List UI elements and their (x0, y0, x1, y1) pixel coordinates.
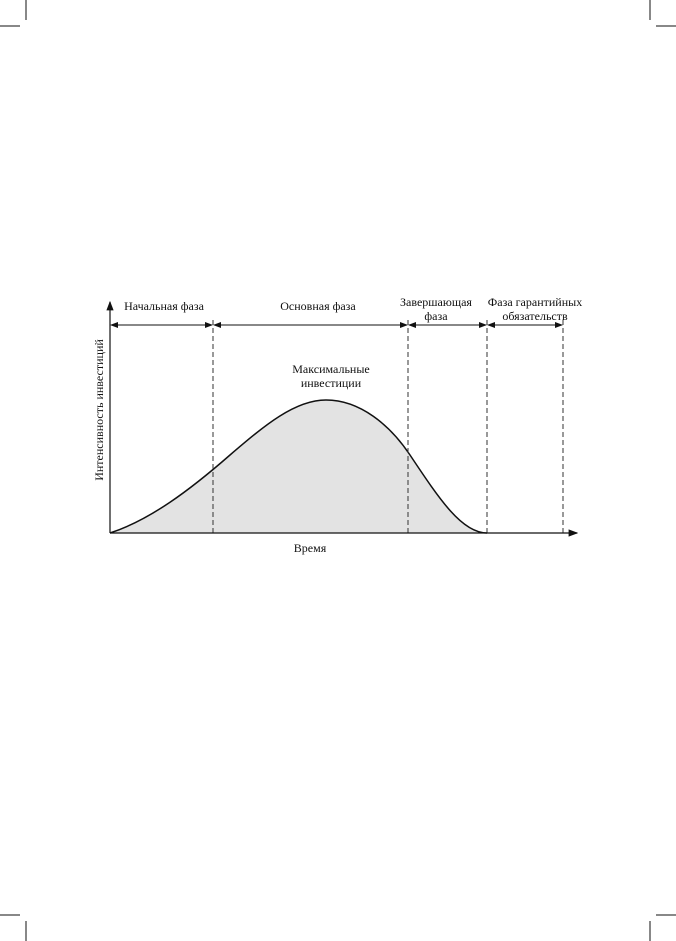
y-axis-label: Интенсивность инвестиций (92, 339, 106, 481)
phase-label: обязательств (502, 309, 568, 323)
investment-curve (109, 399, 488, 534)
peak-label: Максимальные (292, 362, 370, 376)
phase-label: фаза (424, 309, 448, 323)
phase-label: Фаза гарантийных (488, 295, 582, 309)
curve-fill (110, 400, 487, 533)
phase-label: Начальная фаза (124, 299, 205, 313)
phase-dividers (212, 320, 564, 533)
phase-label: Завершающая (400, 295, 472, 309)
phase-label: Основная фаза (280, 299, 356, 313)
peak-label: инвестиции (301, 376, 362, 390)
x-axis-label: Время (294, 541, 327, 555)
